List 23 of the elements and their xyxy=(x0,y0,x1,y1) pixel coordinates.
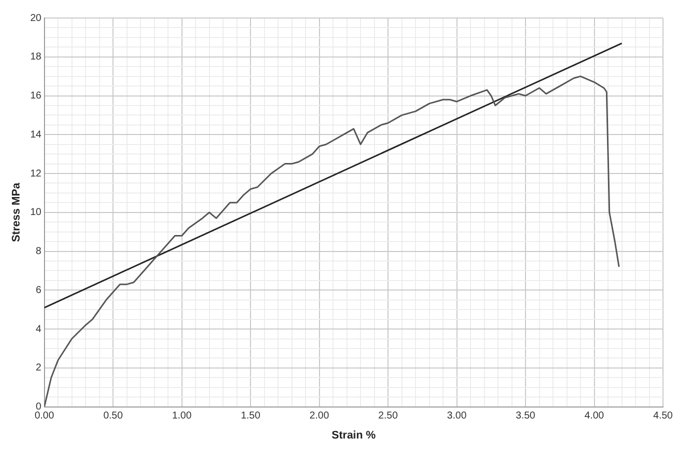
y-tick-label: 0 xyxy=(36,402,42,413)
x-tick-label: 2.00 xyxy=(310,410,330,422)
y-axis-title: Stress MPa xyxy=(10,182,23,242)
y-tick-label: 6 xyxy=(36,284,42,296)
x-tick-label: 2.50 xyxy=(378,410,398,422)
x-tick-label: 3.00 xyxy=(447,410,467,422)
x-tick-label: 1.00 xyxy=(172,410,192,422)
y-tick-label: 2 xyxy=(36,362,42,374)
y-tick-label: 8 xyxy=(36,246,42,258)
y-tick-label: 16 xyxy=(30,90,42,102)
y-tick-label: 4 xyxy=(36,324,42,335)
x-tick-label: 0.50 xyxy=(103,410,124,422)
x-tick-label: 4.50 xyxy=(653,410,674,422)
y-tick-label: 18 xyxy=(30,52,42,63)
x-axis-title: Strain % xyxy=(332,429,376,442)
x-tick-label: 4.00 xyxy=(584,410,604,422)
x-tick-label: 1.50 xyxy=(240,410,261,422)
y-tick-label: 12 xyxy=(30,168,42,180)
y-tick-label: 20 xyxy=(30,12,42,24)
x-tick-label: 0.00 xyxy=(34,410,54,422)
y-tick-label: 10 xyxy=(30,207,42,218)
y-tick-label: 14 xyxy=(30,129,42,140)
x-tick-label: 3.50 xyxy=(516,410,536,422)
